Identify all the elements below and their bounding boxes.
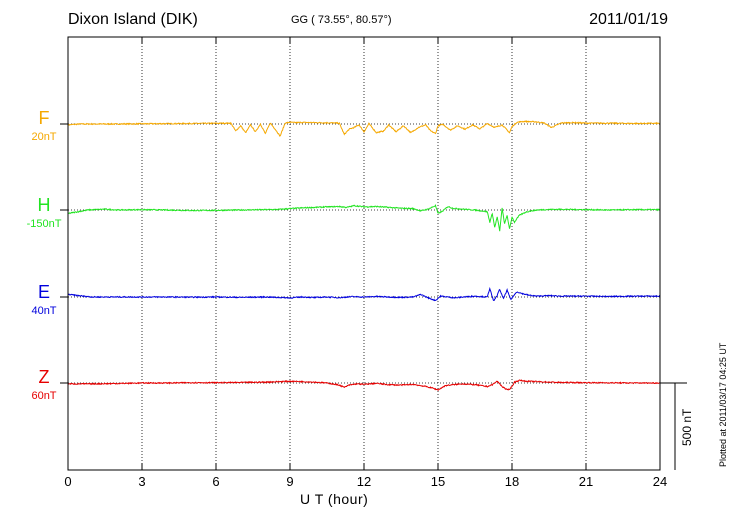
series-line-h [67,204,661,232]
channel-baseline-f: 20nT [31,131,57,143]
channel-label-z: Z [38,367,50,387]
channel-baseline-e: 40nT [31,305,57,317]
channel-baseline-z: 60nT [31,390,57,402]
x-tick-label: 12 [356,474,372,489]
channel-label-h: H [37,195,51,215]
x-tick-label: 18 [504,474,520,489]
x-tick-label: 21 [578,474,594,489]
x-tick-label: 0 [64,474,72,489]
x-axis-label: U T (hour) [300,491,369,507]
axis-ticks [60,37,661,470]
plotted-timestamp: Plotted at 2011/03/17 04:25 UT [718,342,728,467]
series-line-e [67,286,661,302]
x-tick-label: 24 [652,474,668,489]
grid-lines [68,37,660,470]
station-title: Dixon Island (DIK) [68,11,198,28]
channel-label-e: E [37,282,50,302]
geographic-coords: GG ( 73.55°, 80.57°) [291,14,392,26]
scale-bar-label: 500 nT [680,408,694,446]
x-tick-label: 6 [212,474,220,489]
series-line-z [67,379,661,391]
channel-baseline-h: -150nT [26,218,62,230]
x-tick-label: 9 [286,474,294,489]
date-label: 2011/01/19 [589,11,668,28]
data-traces [67,120,661,391]
x-tick-label: 15 [430,474,446,489]
x-tick-label: 3 [138,474,146,489]
channel-label-f: F [38,108,50,128]
series-line-f [67,120,661,137]
